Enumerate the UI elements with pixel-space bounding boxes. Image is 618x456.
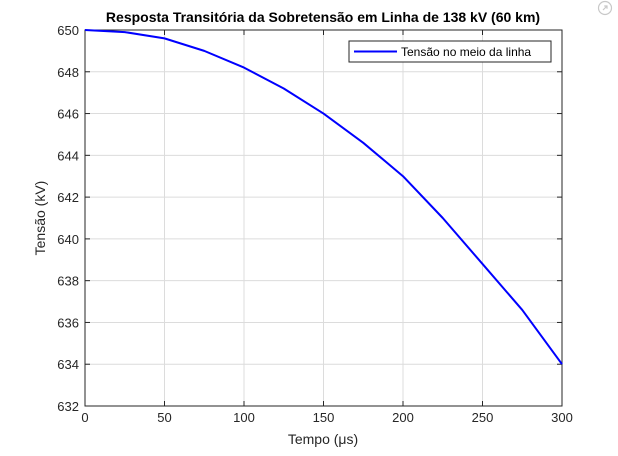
x-tick-label: 300 (551, 410, 573, 425)
legend: Tensão no meio da linha (348, 40, 552, 63)
legend-box (348, 40, 552, 63)
external-link-icon[interactable] (597, 0, 613, 16)
y-tick-label: 638 (57, 274, 79, 289)
x-tick-label: 200 (392, 410, 414, 425)
y-tick-label: 648 (57, 65, 79, 80)
x-tick-label: 150 (313, 410, 335, 425)
y-tick-label: 646 (57, 107, 79, 122)
x-axis-label: Tempo (μs) (288, 431, 358, 447)
y-tick-label: 634 (57, 357, 79, 372)
y-tick-label: 632 (57, 399, 79, 414)
y-tick-label: 650 (57, 23, 79, 38)
x-tick-label: 0 (81, 410, 88, 425)
x-tick-label: 250 (472, 410, 494, 425)
y-tick-label: 640 (57, 232, 79, 247)
y-tick-label: 644 (57, 148, 79, 163)
x-tick-label: 100 (233, 410, 255, 425)
series-layer (84, 29, 563, 365)
x-tick-label: 50 (157, 410, 171, 425)
legend-label: Tensão no meio da linha (401, 45, 531, 59)
y-axis: 632 634 636 638 640 642 644 646 648 650 (57, 23, 562, 414)
chart-title: Resposta Transitória da Sobretensão em L… (106, 9, 540, 25)
x-axis: 0 50 100 150 200 250 300 (81, 30, 573, 425)
y-axis-label: Tensão (kV) (32, 181, 48, 256)
series-line (84, 29, 563, 365)
y-tick-label: 636 (57, 315, 79, 330)
y-tick-label: 642 (57, 190, 79, 205)
